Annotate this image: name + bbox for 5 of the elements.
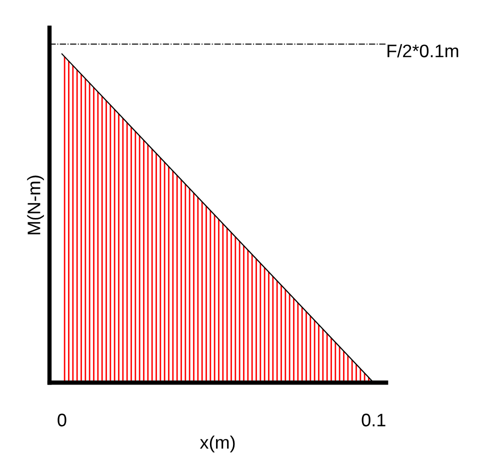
- ref-line-label: F/2*0.1m: [388, 44, 458, 58]
- x-axis-title: x(m): [200, 436, 235, 452]
- x-tick-label: 0.1: [362, 414, 386, 426]
- y-axis-title: M(N-m): [27, 176, 44, 234]
- x-tick-label: 0: [58, 414, 66, 426]
